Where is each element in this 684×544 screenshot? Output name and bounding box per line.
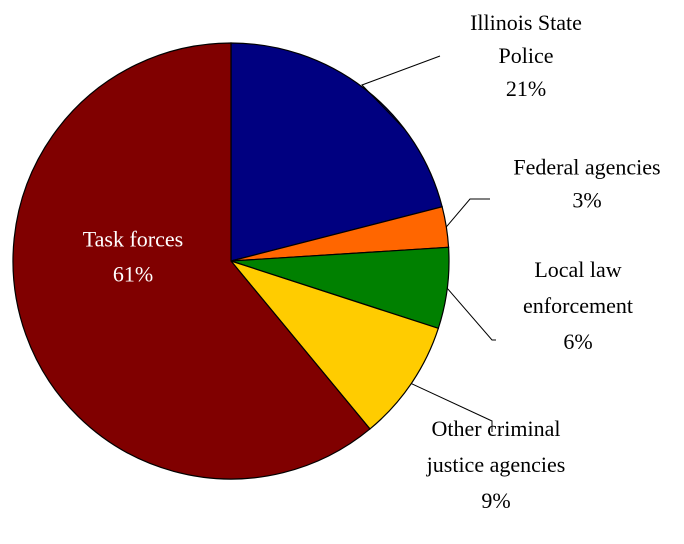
label-local-law-enforcement: Local law enforcement 6%: [523, 257, 633, 354]
category-label: Task forces: [83, 227, 183, 252]
pie-slices: [12, 42, 450, 480]
value-label: 21%: [506, 76, 546, 101]
label-federal-agencies: Federal agencies 3%: [513, 155, 660, 213]
category-label: Other criminal: [432, 416, 561, 441]
leader-line-local-law-enforcement: [446, 287, 496, 341]
leader-line-federal-agencies: [445, 198, 490, 228]
category-label: justice agencies: [426, 452, 566, 477]
leader-line-illinois-state-police: [361, 55, 441, 130]
slice-task-forces: [12, 42, 371, 480]
slice-other-criminal-justice-agencies: [229, 259, 440, 430]
category-label: Illinois State: [470, 10, 582, 35]
label-other-criminal-justice-agencies: Other criminal justice agencies 9%: [426, 416, 566, 513]
category-label: Police: [499, 43, 554, 68]
leader-lines: [361, 55, 496, 432]
slice-labels: Illinois State Police 21% Federal agencies 3…: [83, 10, 661, 513]
value-label: 9%: [481, 488, 510, 513]
category-label: Local law: [534, 257, 621, 282]
value-label: 61%: [113, 262, 153, 287]
value-label: 3%: [572, 188, 601, 213]
label-task-forces: Task forces 61%: [83, 227, 183, 287]
category-label: Federal agencies: [513, 155, 660, 180]
category-label: enforcement: [523, 293, 633, 318]
leader-line-other-criminal-justice-agencies: [411, 383, 493, 432]
slice-illinois-state-police: [230, 42, 443, 262]
value-label: 6%: [563, 329, 592, 354]
label-illinois-state-police: Illinois State Police 21%: [470, 10, 582, 101]
